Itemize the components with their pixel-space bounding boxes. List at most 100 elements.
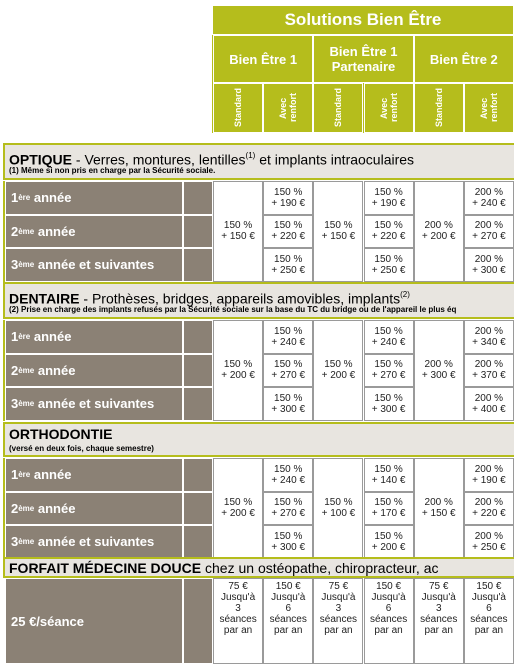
sub-cell: Standard	[413, 83, 464, 133]
value-cell: 200 % + 150 €	[413, 458, 464, 559]
row-label-sup: ère	[18, 193, 31, 203]
cell-line: + 250 €	[271, 264, 306, 276]
cell-line: + 370 €	[472, 370, 506, 382]
sub-cell: Avec renfort	[363, 83, 414, 133]
cell-line: 200 %	[474, 497, 504, 509]
value-cell: 150 % + 220 €	[263, 214, 314, 248]
cell-line: 200 %	[474, 253, 504, 265]
spacer	[183, 387, 213, 421]
spacer	[183, 458, 213, 492]
row-label-sup: ème	[18, 226, 35, 236]
value-cell: 150 % + 240 €	[263, 458, 314, 492]
cell-line: par an	[474, 625, 504, 636]
section-title: FORFAIT MÉDECINE DOUCE	[9, 560, 202, 576]
cell-line: 200 %	[474, 220, 504, 232]
value-cell: 200 % + 190 €	[463, 458, 514, 492]
value-cell: 150 % + 150 €	[313, 181, 364, 282]
cell-line: 150 €	[376, 581, 402, 592]
section-title: OPTIQUE	[9, 151, 73, 168]
row-label-num: 3	[11, 396, 19, 412]
cell-line: + 220 €	[371, 231, 406, 243]
value-cell: 150 % + 100 €	[313, 458, 364, 559]
row-label-text: année	[34, 500, 76, 516]
cell-line: 150 %	[274, 463, 303, 475]
row-label: 2 ème année	[5, 353, 183, 387]
footnote-ref: (1)	[245, 151, 256, 160]
cell-line: 150 %	[223, 497, 253, 509]
cell-line: + 170 €	[371, 508, 406, 520]
cell-line: 150 %	[274, 186, 303, 198]
sub-header: Standard	[233, 88, 244, 128]
section-header: ORTHODONTIE (versé en deux fois, chaque s…	[3, 422, 514, 457]
footnote-ref: (2)	[400, 290, 410, 299]
cell-line: + 240 €	[472, 197, 506, 209]
cell-line: par an	[223, 625, 253, 636]
cell-line: 150 %	[324, 497, 353, 509]
value-cell: 150 % + 250 €	[363, 248, 414, 282]
cell-line: 200 %	[424, 497, 453, 509]
row-label-num: 1	[11, 329, 19, 345]
value-cell: 200 % + 300 €	[463, 248, 514, 282]
cell-line: + 200 €	[221, 370, 255, 382]
value-cell: 150 % + 220 €	[363, 214, 414, 248]
value-cell: 150 % + 270 €	[263, 353, 314, 387]
row-label-text: 25 €/séance	[11, 613, 85, 629]
section-subtitle: chez un ostéopathe, chiropracteur, ac	[201, 560, 439, 576]
value-cell: 150 % + 250 €	[263, 248, 314, 282]
cell-line: 200 %	[474, 186, 504, 198]
value-cell: 150 % + 300 €	[263, 525, 314, 559]
header-title: Solutions Bien Être	[212, 5, 514, 35]
cell-line: 150 %	[324, 359, 353, 371]
section-title-line: ORTHODONTIE	[9, 424, 514, 444]
cell-line: 150 %	[223, 220, 253, 232]
section-subtitle: - Prothèses, bridges, appareils amovible…	[79, 290, 401, 307]
row-label-text: année et suivantes	[34, 396, 155, 412]
value-cell: 75 € Jusqu'à 3 séances par an	[313, 578, 364, 664]
cell-line: séances	[470, 614, 508, 625]
value-cell: 75 € Jusqu'à 3 séances par an	[213, 578, 264, 664]
value-cell: 150 € Jusqu'à 6 séances par an	[263, 578, 314, 664]
value-cell: 150 % + 270 €	[363, 353, 414, 387]
cell-line: par an	[374, 625, 403, 636]
value-cell: 200 % + 370 €	[463, 353, 514, 387]
cell-line: 6	[385, 603, 392, 614]
row-label-num: 2	[11, 500, 19, 516]
cell-line: 150 €	[476, 581, 502, 592]
row-label-num: 3	[11, 534, 19, 550]
cell-line: + 300 €	[271, 403, 306, 415]
cell-line: séances	[369, 614, 408, 625]
cell-line: par an	[274, 625, 303, 636]
group-name: Bien Être 1 Partenaire	[313, 35, 414, 83]
row-label-sup: ème	[18, 503, 35, 513]
cell-line: + 140 €	[371, 474, 406, 486]
spacer	[183, 320, 213, 354]
value-cell: 200 % + 300 €	[413, 320, 464, 421]
cell-line: + 200 €	[371, 541, 406, 553]
cell-line: + 270 €	[271, 508, 306, 520]
cell-line: 150 %	[274, 220, 303, 232]
cell-line: 150 %	[274, 530, 303, 542]
value-cell: 150 % + 140 €	[363, 458, 414, 492]
row-label: 2 ème année	[5, 214, 183, 248]
cell-line: 200 %	[474, 530, 504, 542]
row-label-sup: ère	[18, 332, 31, 342]
row-label: 25 €/séance	[5, 578, 183, 664]
spacer	[183, 491, 213, 525]
cell-line: + 100 €	[321, 508, 356, 520]
sub-header: Avec renfort	[278, 93, 299, 123]
row-label-text: année	[34, 362, 76, 378]
sub-header: Avec renfort	[478, 93, 499, 123]
section-header: FORFAIT MÉDECINE DOUCE chez un ostéopath…	[3, 557, 514, 578]
cell-line: + 300 €	[472, 264, 506, 276]
cell-line: 150 %	[374, 463, 403, 475]
section-title-line: FORFAIT MÉDECINE DOUCE chez un ostéopath…	[9, 559, 514, 576]
cell-line: séances	[219, 614, 257, 625]
cell-line: 200 %	[474, 463, 504, 475]
cell-line: + 220 €	[271, 231, 306, 243]
cell-line: + 200 €	[321, 370, 356, 382]
value-cell: 200 % + 340 €	[463, 320, 514, 354]
row-label-text: année	[30, 329, 72, 345]
cell-line: + 200 €	[421, 231, 456, 243]
row-label: 3 ème année et suivantes	[5, 525, 183, 559]
